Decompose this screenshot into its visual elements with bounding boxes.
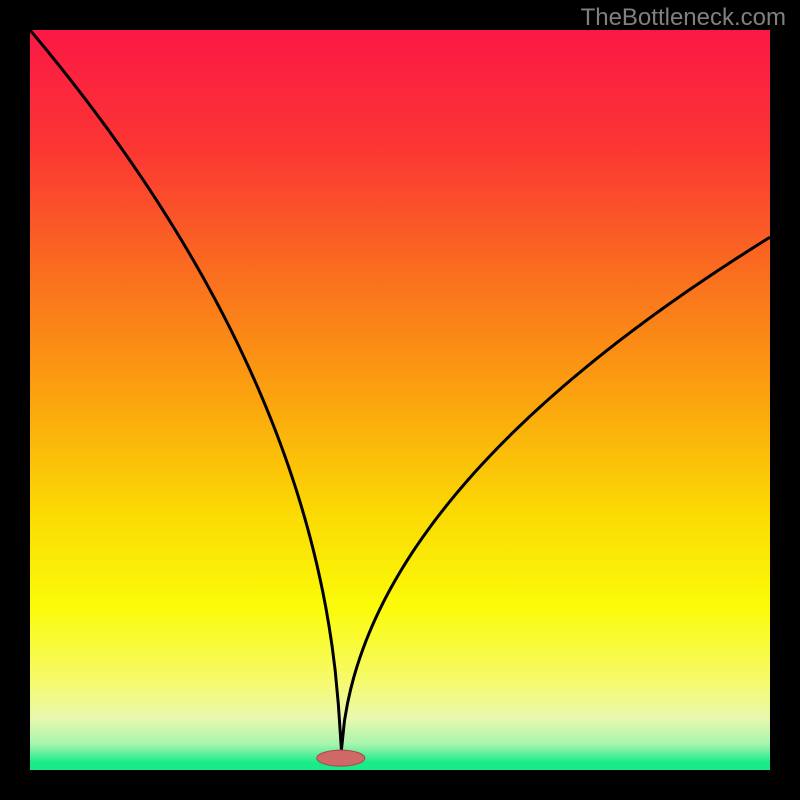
chart-container: TheBottleneck.com: [0, 0, 800, 800]
bottleneck-marker: [317, 750, 365, 766]
bottleneck-chart: [0, 0, 800, 800]
watermark-text: TheBottleneck.com: [581, 4, 786, 32]
gradient-area: [30, 30, 770, 770]
